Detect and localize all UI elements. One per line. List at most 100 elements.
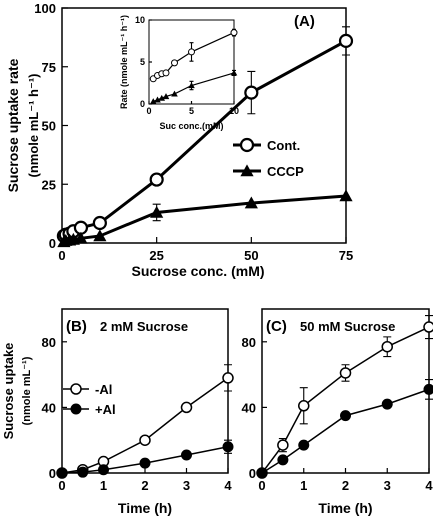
x-tick-label: 10: [229, 106, 239, 116]
x-tick-label: 4: [425, 478, 433, 493]
point-open-circle: [188, 48, 195, 56]
point-filled-triangle: [158, 94, 166, 101]
legend: -Al +Al: [63, 382, 116, 417]
x-tick-label: 0: [258, 478, 265, 493]
y-tick-label: 50: [42, 119, 56, 134]
legend-label: -Al: [95, 382, 112, 397]
x-axis-label: Time (h): [318, 500, 372, 516]
point-open-circle: [239, 137, 255, 153]
y-tick-label: 0: [49, 236, 56, 251]
inset-background: [148, 20, 235, 104]
point-filled-circle: [56, 467, 68, 479]
point-filled-triangle: [244, 196, 258, 209]
point-filled-triangle: [240, 164, 254, 177]
series-cccp: [149, 69, 238, 105]
series-al: [256, 378, 433, 479]
point-filled-circle: [340, 410, 351, 422]
point-filled-triangle: [149, 98, 157, 105]
series-al: [56, 439, 234, 479]
point-filled-triangle: [93, 229, 107, 242]
series-cccp: [57, 189, 353, 248]
x-tick-label: 5: [189, 106, 194, 116]
y-tick-label: 0: [249, 466, 256, 481]
legend-label: +Al: [95, 402, 116, 417]
x-tick-label: 2: [141, 478, 148, 493]
point-filled-triangle: [74, 231, 88, 244]
point-open-circle: [338, 33, 354, 49]
x-tick-label: 0: [58, 478, 65, 493]
point-filled-circle: [98, 464, 109, 476]
point-open-circle: [222, 372, 234, 384]
point-filled-triangle: [188, 82, 195, 89]
point-open-circle: [180, 401, 193, 414]
point-open-circle: [423, 321, 433, 333]
panel-subtitle: 2 mM Sucrose: [100, 319, 188, 334]
panel-label: (A): [294, 13, 315, 30]
point-open-circle: [92, 215, 107, 231]
y-tick-label: 5: [140, 57, 145, 67]
point-open-circle: [70, 383, 82, 395]
y-axis-unit: (nmole mL⁻¹ h⁻¹): [26, 74, 41, 178]
point-filled-circle: [139, 457, 151, 469]
point-filled-circle: [256, 467, 268, 479]
y-tick-label: 80: [242, 335, 256, 350]
x-tick-label: 3: [183, 478, 190, 493]
x-tick-label: 25: [149, 248, 163, 263]
x-tick-label: 2: [342, 478, 349, 493]
y-tick-label: 25: [42, 177, 56, 192]
point-filled-circle: [70, 403, 82, 415]
point-open-circle: [171, 59, 178, 67]
point-filled-triangle: [171, 90, 178, 97]
x-tick-label: 3: [384, 478, 391, 493]
y-tick-label: 10: [135, 15, 145, 25]
point-filled-triangle: [154, 96, 161, 103]
x-axis-label: Time (h): [118, 500, 172, 516]
series-line: [261, 326, 430, 474]
point-open-circle: [162, 69, 170, 77]
point-open-circle: [149, 172, 164, 187]
x-tick-label: 4: [224, 478, 232, 493]
point-filled-circle: [277, 454, 289, 466]
y-tick-label: 0: [49, 466, 56, 481]
x-tick-label: 1: [100, 478, 107, 493]
legend: Cont. CCCP: [233, 137, 304, 179]
y-tick-label: 0: [140, 99, 145, 109]
point-open-circle: [139, 434, 151, 446]
point-filled-circle: [298, 439, 310, 451]
x-tick-label: 1: [300, 478, 307, 493]
y-tick-label: 40: [242, 400, 256, 415]
point-open-circle: [298, 400, 310, 412]
panel-label: (C): [266, 318, 287, 335]
point-filled-triangle: [150, 205, 164, 218]
x-axis-label: Sucrose conc. (mM): [131, 263, 264, 279]
y-tick-label: 75: [42, 60, 56, 75]
series-cont: [149, 28, 238, 83]
legend-label: Cont.: [267, 138, 300, 153]
y-axis-unit: (nmole mL⁻¹): [21, 356, 33, 425]
x-tick-label: 75: [339, 248, 353, 263]
point-filled-triangle: [162, 93, 170, 100]
panel-a-inset: 0 5 10 0 5 10 Suc conc.(mM) Rate (nmole mL⁻¹ h⁻…: [119, 15, 239, 131]
point-filled-circle: [77, 466, 89, 478]
y-tick-label: 80: [42, 335, 56, 350]
point-filled-circle: [381, 398, 393, 410]
x-axis-label: Suc conc.(mM): [159, 121, 223, 131]
y-axis-label: Sucrose uptake rate: [5, 58, 21, 192]
point-open-circle: [339, 367, 352, 379]
point-open-circle: [381, 340, 393, 353]
point-open-circle: [277, 439, 289, 451]
point-filled-circle: [222, 441, 234, 453]
y-tick-label: 100: [34, 1, 56, 16]
x-tick-label: 0: [58, 248, 65, 263]
point-open-circle: [244, 85, 259, 100]
point-filled-triangle: [339, 189, 353, 202]
shared-y-axis-bottom: Sucrose uptake (nmole mL⁻¹): [1, 343, 33, 440]
legend-label: CCCP: [267, 164, 304, 179]
panel-subtitle: 50 mM Sucrose: [300, 319, 395, 334]
y-axis-label: Rate (nmole mL⁻¹ h⁻¹): [119, 15, 129, 109]
point-open-circle: [230, 29, 238, 37]
